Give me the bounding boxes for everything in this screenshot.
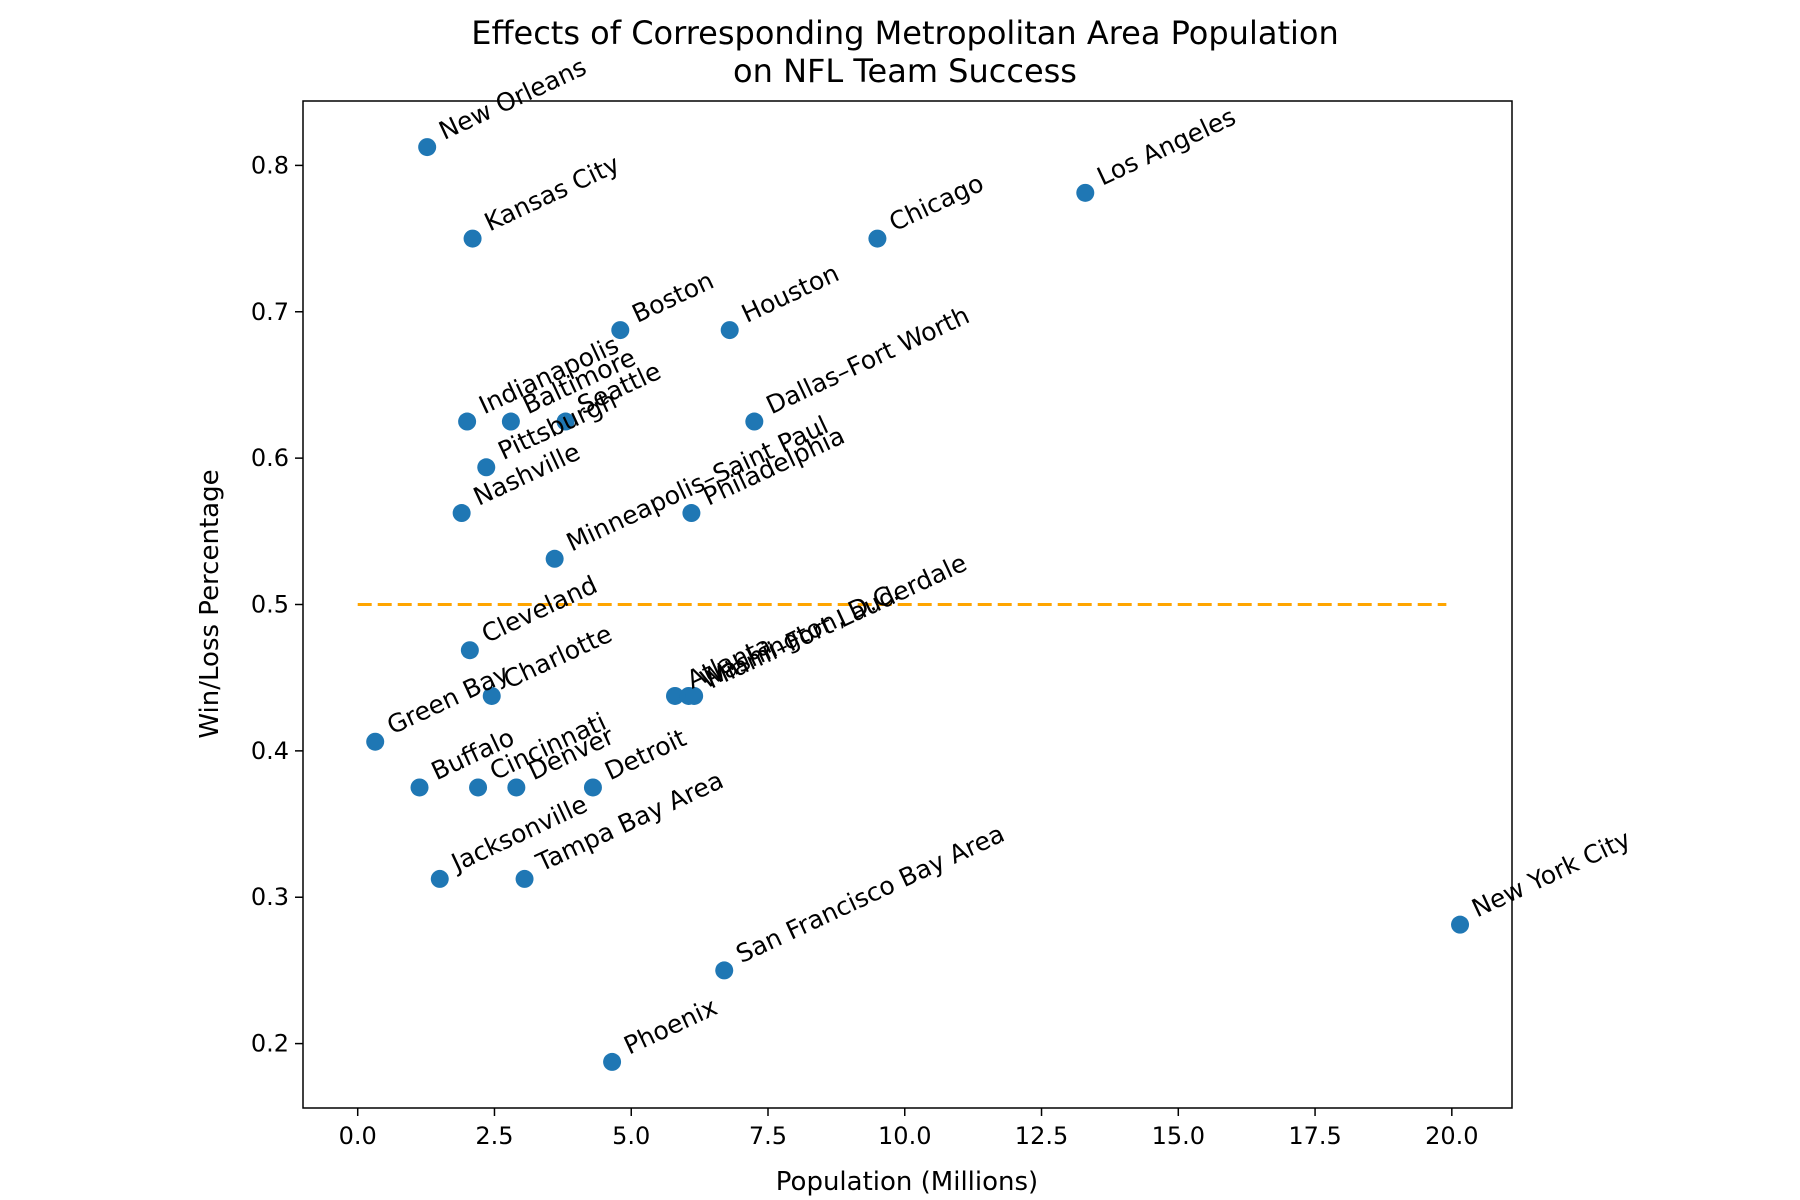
y-tick-label: 0.7 (251, 298, 289, 326)
y-tick-label: 0.3 (251, 883, 289, 911)
x-axis-label: Population (Millions) (776, 1167, 1038, 1197)
x-axis-ticks: 0.0 2.5 5.0 7.5 10.0 12.5 15.0 17.5 20.0 (339, 1108, 1479, 1150)
data-point (745, 412, 764, 431)
data-point (545, 549, 564, 568)
data-point (1451, 915, 1470, 934)
x-tick-label: 2.5 (475, 1122, 513, 1150)
data-points-layer (366, 138, 1470, 1071)
data-point (666, 686, 684, 705)
data-point (458, 412, 477, 431)
y-tick-label: 0.6 (251, 444, 289, 472)
x-tick-label: 20.0 (1425, 1122, 1478, 1150)
data-point (410, 778, 429, 797)
x-tick-label: 15.0 (1152, 1122, 1205, 1150)
data-point (583, 778, 602, 797)
data-point (682, 504, 701, 523)
data-point (720, 321, 739, 340)
data-point (1076, 183, 1095, 202)
data-point (611, 321, 630, 340)
data-point (460, 641, 479, 660)
y-axis-ticks: 0.2 0.3 0.4 0.5 0.6 0.7 0.8 (251, 151, 303, 1058)
x-tick-label: 5.0 (612, 1122, 650, 1150)
y-axis-label: Win/Loss Percentage (195, 469, 225, 738)
data-point (685, 686, 704, 705)
chart-title-line-2: on NFL Team Success (733, 52, 1077, 90)
y-tick-label: 0.4 (251, 737, 289, 765)
data-point (715, 961, 734, 980)
data-point (868, 229, 887, 248)
data-point (507, 778, 526, 797)
y-tick-label: 0.5 (251, 591, 289, 619)
chart-title-line-1: Effects of Corresponding Metropolitan Ar… (471, 14, 1339, 52)
data-point (469, 778, 488, 797)
data-point (463, 229, 482, 248)
x-tick-label: 12.5 (1015, 1122, 1068, 1150)
data-point (477, 458, 496, 477)
data-point (556, 412, 575, 431)
x-tick-label: 17.5 (1288, 1122, 1341, 1150)
data-point (452, 504, 471, 523)
data-point (430, 869, 449, 888)
x-tick-label: 10.0 (878, 1122, 931, 1150)
data-point (501, 412, 520, 431)
data-point (603, 1052, 622, 1071)
plot-area-frame (302, 100, 1513, 1109)
data-point (366, 732, 385, 751)
data-point (482, 686, 501, 705)
y-tick-label: 0.2 (251, 1030, 289, 1058)
data-point (515, 869, 534, 888)
x-tick-label: 7.5 (749, 1122, 787, 1150)
data-point (418, 138, 437, 157)
x-tick-label: 0.0 (339, 1122, 377, 1150)
y-tick-label: 0.8 (251, 151, 289, 179)
